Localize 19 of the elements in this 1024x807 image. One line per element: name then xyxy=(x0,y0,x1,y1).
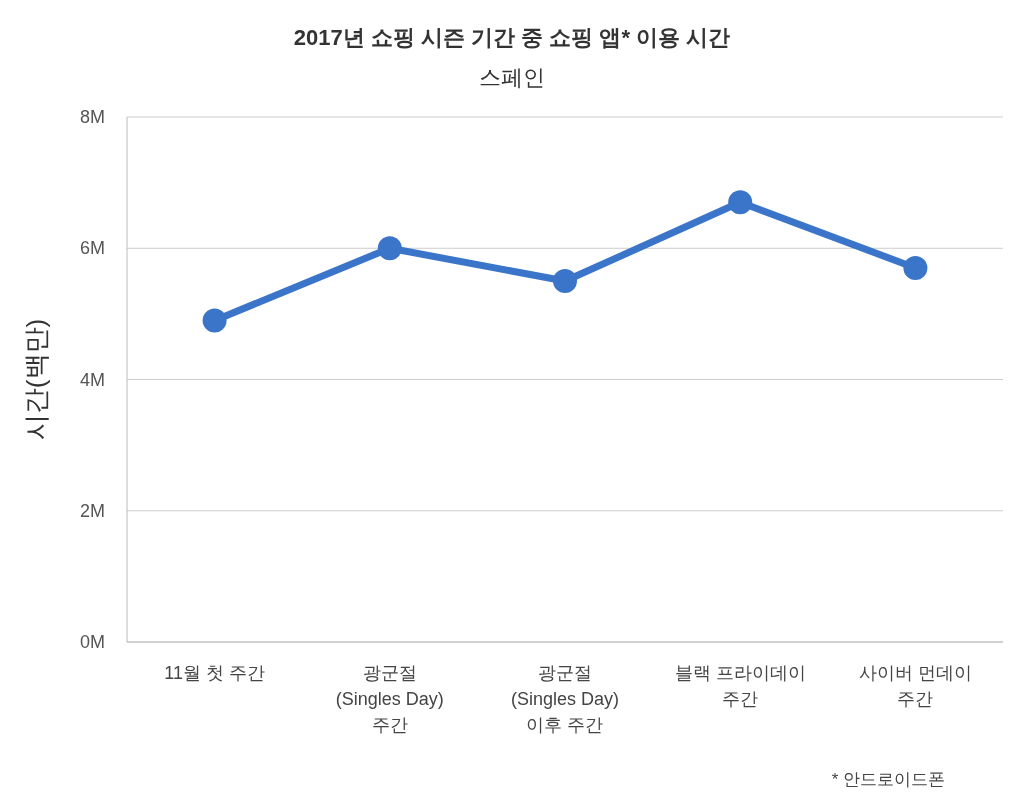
x-tick-label: 광군절 (Singles Day) 이후 주간 xyxy=(510,663,620,735)
y-tick-label: 0M xyxy=(79,632,105,652)
point xyxy=(903,255,928,280)
point xyxy=(553,269,577,294)
y-tick-label: 8M xyxy=(79,107,105,127)
y-axis-title: 시간(백만) xyxy=(21,318,51,441)
point xyxy=(728,190,753,215)
y-tick-label: 6M xyxy=(79,238,105,259)
y-tick-label: 2M xyxy=(79,500,105,521)
x-tick-label: 사이버 먼데이 주간 xyxy=(858,663,972,709)
x-tick-label: 광군절 (Singles Day) 주간 xyxy=(335,663,444,735)
chart-title: 2017년 쇼핑 시즌 기간 중 쇼핑 앱* 이용 시간 xyxy=(293,25,731,50)
point xyxy=(377,236,402,261)
y-tick-label: 4M xyxy=(79,369,105,390)
x-tick-label: 블랙 프라이데이 주간 xyxy=(674,663,806,709)
text: * 안드로이드폰 xyxy=(831,770,945,789)
point xyxy=(202,308,227,333)
x-tick-label: 11월 첫 주간 xyxy=(164,663,265,683)
chart-subtitle: 스페인 xyxy=(479,65,545,90)
